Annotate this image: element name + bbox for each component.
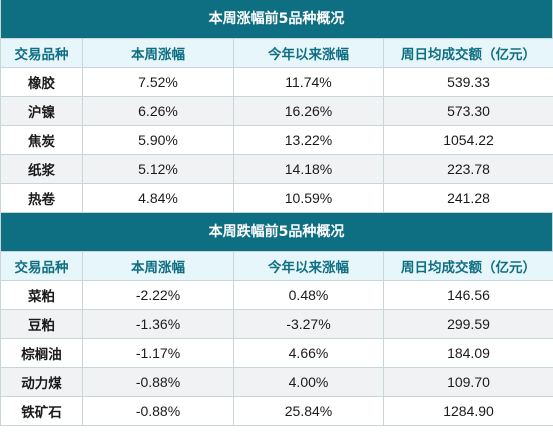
avg-turnover: 109.70 bbox=[383, 367, 553, 397]
weekly-change: 7.52% bbox=[82, 67, 234, 97]
header-product: 交易品种 bbox=[0, 38, 83, 68]
avg-turnover: 241.28 bbox=[383, 183, 553, 213]
decliners-title: 本周跌幅前5品种概况 bbox=[0, 213, 553, 251]
avg-turnover: 299.59 bbox=[383, 309, 553, 339]
weekly-change: -0.88% bbox=[82, 396, 234, 426]
product-name: 菜粕 bbox=[0, 280, 83, 310]
ytd-change: 14.18% bbox=[233, 154, 384, 184]
avg-turnover: 184.09 bbox=[383, 338, 553, 368]
table-row: 铁矿石 -0.88% 25.84% 1284.90 bbox=[0, 396, 553, 426]
ytd-change: 25.84% bbox=[233, 396, 384, 426]
header-weekly-change: 本周涨幅 bbox=[82, 38, 234, 68]
table-row: 棕榈油 -1.17% 4.66% 184.09 bbox=[0, 338, 553, 368]
avg-turnover: 146.56 bbox=[383, 280, 553, 310]
table-row: 动力煤 -0.88% 4.00% 109.70 bbox=[0, 367, 553, 397]
ytd-change: 11.74% bbox=[233, 67, 384, 97]
table-row: 豆粕 -1.36% -3.27% 299.59 bbox=[0, 309, 553, 339]
header-ytd-change: 今年以来涨幅 bbox=[233, 251, 384, 281]
avg-turnover: 223.78 bbox=[383, 154, 553, 184]
weekly-change: -1.17% bbox=[82, 338, 234, 368]
gainers-title: 本周涨幅前5品种概况 bbox=[0, 0, 553, 38]
weekly-change: 6.26% bbox=[82, 96, 234, 126]
header-weekly-change: 本周涨幅 bbox=[82, 251, 234, 281]
weekly-change: 5.90% bbox=[82, 125, 234, 155]
product-name: 棕榈油 bbox=[0, 338, 83, 368]
gainers-table: 交易品种 本周涨幅 今年以来涨幅 周日均成交额（亿元） 橡胶 7.52% 11.… bbox=[0, 38, 553, 213]
weekly-change: 5.12% bbox=[82, 154, 234, 184]
product-name: 橡胶 bbox=[0, 67, 83, 97]
product-name: 动力煤 bbox=[0, 367, 83, 397]
avg-turnover: 1054.22 bbox=[383, 125, 553, 155]
avg-turnover: 573.30 bbox=[383, 96, 553, 126]
product-name: 焦炭 bbox=[0, 125, 83, 155]
ytd-change: 10.59% bbox=[233, 183, 384, 213]
header-ytd-change: 今年以来涨幅 bbox=[233, 38, 384, 68]
table-row: 橡胶 7.52% 11.74% 539.33 bbox=[0, 67, 553, 97]
ytd-change: 4.66% bbox=[233, 338, 384, 368]
table-header-row: 交易品种 本周涨幅 今年以来涨幅 周日均成交额（亿元） bbox=[0, 251, 553, 281]
table-row: 纸浆 5.12% 14.18% 223.78 bbox=[0, 154, 553, 184]
ytd-change: 4.00% bbox=[233, 367, 384, 397]
product-name: 沪镍 bbox=[0, 96, 83, 126]
header-product: 交易品种 bbox=[0, 251, 83, 281]
product-name: 纸浆 bbox=[0, 154, 83, 184]
weekly-change: -1.36% bbox=[82, 309, 234, 339]
header-avg-turnover: 周日均成交额（亿元） bbox=[383, 251, 553, 281]
product-name: 铁矿石 bbox=[0, 396, 83, 426]
product-name: 热卷 bbox=[0, 183, 83, 213]
decliners-table: 交易品种 本周涨幅 今年以来涨幅 周日均成交额（亿元） 菜粕 -2.22% 0.… bbox=[0, 251, 553, 426]
ytd-change: 13.22% bbox=[233, 125, 384, 155]
ytd-change: -3.27% bbox=[233, 309, 384, 339]
table-row: 菜粕 -2.22% 0.48% 146.56 bbox=[0, 280, 553, 310]
table-header-row: 交易品种 本周涨幅 今年以来涨幅 周日均成交额（亿元） bbox=[0, 38, 553, 68]
ytd-change: 0.48% bbox=[233, 280, 384, 310]
weekly-change: -0.88% bbox=[82, 367, 234, 397]
table-row: 焦炭 5.90% 13.22% 1054.22 bbox=[0, 125, 553, 155]
avg-turnover: 539.33 bbox=[383, 67, 553, 97]
weekly-change: 4.84% bbox=[82, 183, 234, 213]
weekly-change: -2.22% bbox=[82, 280, 234, 310]
header-avg-turnover: 周日均成交额（亿元） bbox=[383, 38, 553, 68]
table-row: 沪镍 6.26% 16.26% 573.30 bbox=[0, 96, 553, 126]
avg-turnover: 1284.90 bbox=[383, 396, 553, 426]
table-row: 热卷 4.84% 10.59% 241.28 bbox=[0, 183, 553, 213]
product-name: 豆粕 bbox=[0, 309, 83, 339]
ytd-change: 16.26% bbox=[233, 96, 384, 126]
